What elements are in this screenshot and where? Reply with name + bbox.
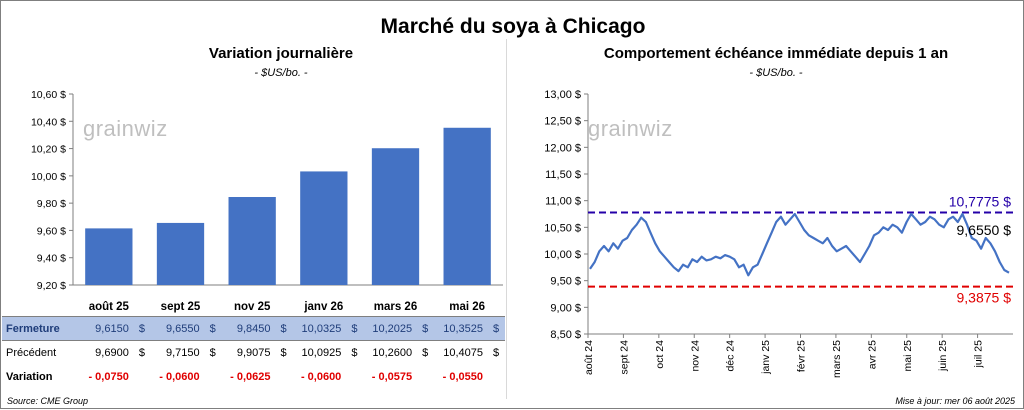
table-cell-currency: $ [493, 346, 500, 359]
bar [228, 197, 276, 285]
x-tick-label: sept 25 [161, 301, 201, 313]
table-cell-currency: $ [351, 346, 358, 359]
y-tick-label: 9,50 $ [550, 276, 581, 288]
x-tick-label: nov 25 [234, 301, 271, 313]
x-tick-label: févr 25 [796, 340, 808, 372]
price-series-line [589, 212, 1010, 277]
price-table: Fermeture 9,6150 $9,6550 $9,8450 $10,0325 $10… [2, 316, 505, 389]
source-note: Source: CME Group [7, 396, 89, 406]
x-tick-label: janv 26 [303, 301, 343, 313]
table-cell-value: 10,0925 [301, 346, 342, 359]
y-tick-label: 10,20 $ [31, 144, 66, 156]
update-note: Mise à jour: mer 06 août 2025 [895, 396, 1015, 406]
x-tick-label: déc 24 [725, 340, 737, 372]
row-label: Précédent [6, 346, 57, 359]
bar [85, 228, 133, 285]
x-tick-label: mai 26 [449, 301, 485, 313]
x-tick-label: nov 24 [689, 340, 701, 372]
y-tick-label: 11,00 $ [545, 196, 581, 208]
table-cell-value: - 0,0625 [230, 370, 271, 383]
left-chart-title: Variation journalière [208, 45, 354, 62]
panel-divider [506, 39, 507, 399]
table-cell-value: - 0,0550 [442, 370, 483, 383]
reference-line-label: 9,3875 $ [957, 290, 1012, 306]
bar-chart: 9,20 $ 9,40 $ 9,60 $ 9,80 $ 10,00 $ 10,20 $ 10… [31, 89, 503, 313]
table-cell-value: - 0,0600 [159, 370, 200, 383]
x-tick-label: avr 25 [866, 340, 878, 369]
y-tick-label: 10,00 $ [31, 171, 66, 183]
bar [371, 148, 420, 285]
x-tick-label: sept 24 [618, 340, 630, 375]
left-chart-unit: - $US/bo. - [254, 67, 308, 79]
table-row: Variation - 0,0750 - 0,0600 - 0,0625 - 0,060… [2, 365, 505, 389]
y-tick-label: 10,00 $ [544, 249, 581, 261]
table-cell-value: 9,6900 [95, 346, 129, 359]
y-tick-label: 9,40 $ [37, 253, 66, 265]
table-cell-currency: $ [416, 316, 435, 341]
y-tick-label: 10,60 $ [31, 89, 66, 101]
page-title: Marché du soya à Chicago [380, 15, 646, 38]
left-watermark-logo: grainwiz [83, 116, 168, 141]
x-tick-label: mars 26 [374, 301, 417, 313]
table-cell-value: 10,2600 [372, 346, 413, 359]
table-cell-currency: $ [345, 316, 364, 341]
y-tick-label: 12,00 $ [544, 142, 581, 154]
table-cell-value: 10,0325 [292, 316, 346, 341]
row-label: Fermeture [2, 316, 80, 341]
y-tick-label: 8,50 $ [550, 329, 581, 341]
bar [156, 222, 205, 285]
table-cell-value: 9,9075 [236, 346, 271, 359]
x-tick-label: juil 25 [973, 340, 985, 369]
right-chart-title: Comportement échéance immédiate depuis 1… [603, 45, 949, 62]
table-cell-currency: $ [274, 316, 293, 341]
y-tick-label: 11,50 $ [545, 169, 581, 181]
x-tick-label: août 25 [89, 301, 130, 313]
y-tick-label: 10,50 $ [544, 222, 581, 234]
y-tick-label: 10,40 $ [31, 116, 66, 128]
table-cell-currency: $ [203, 316, 222, 341]
table-row: Fermeture 9,6150 $9,6550 $9,8450 $10,0325 $10… [2, 316, 505, 341]
table-cell-currency: $ [422, 346, 429, 359]
table-cell-value: - 0,0750 [88, 370, 129, 383]
table-cell-value: 9,8450 [221, 316, 275, 341]
table-cell-value: 9,7150 [166, 346, 200, 359]
table-cell-value: 10,2025 [363, 316, 417, 341]
x-tick-label: janv 25 [760, 340, 772, 375]
x-tick-label: oct 24 [654, 340, 666, 369]
row-label: Variation [6, 370, 53, 383]
bar [443, 127, 491, 285]
table-cell-currency: $ [209, 346, 216, 359]
right-watermark-logo: grainwiz [588, 116, 673, 141]
y-tick-label: 13,00 $ [544, 89, 581, 101]
right-chart-unit: - $US/bo. - [749, 67, 803, 79]
reference-line-label: 10,7775 $ [949, 194, 1011, 210]
table-cell-value: - 0,0600 [300, 370, 342, 383]
table-cell-value: 9,6550 [150, 316, 204, 341]
table-cell-value: 9,6150 [80, 316, 133, 341]
x-tick-label: mai 25 [902, 340, 914, 372]
table-cell-currency: $ [280, 346, 287, 359]
y-tick-label: 12,50 $ [544, 116, 581, 128]
x-tick-label: août 24 [583, 340, 595, 375]
table-cell-currency: $ [487, 316, 505, 341]
y-tick-label: 9,80 $ [37, 198, 66, 210]
x-tick-label: juin 25 [937, 340, 949, 372]
table-row: Précédent 9,6900 $9,7150 $9,9075 $10,0925 $10… [2, 341, 505, 365]
table-cell-currency: $ [132, 316, 151, 341]
table-cell-value: 10,4075 [443, 346, 483, 359]
table-cell-value: - 0,0575 [371, 370, 413, 383]
table-cell-value: 10,3525 [434, 316, 487, 341]
table-cell-currency: $ [138, 346, 145, 359]
last-price-label: 9,6550 $ [957, 222, 1012, 238]
y-tick-label: 9,60 $ [37, 225, 66, 237]
bar [300, 171, 348, 285]
y-tick-label: 9,00 $ [550, 302, 581, 314]
x-tick-label: mars 25 [831, 340, 843, 378]
y-tick-label: 9,20 $ [37, 280, 66, 292]
